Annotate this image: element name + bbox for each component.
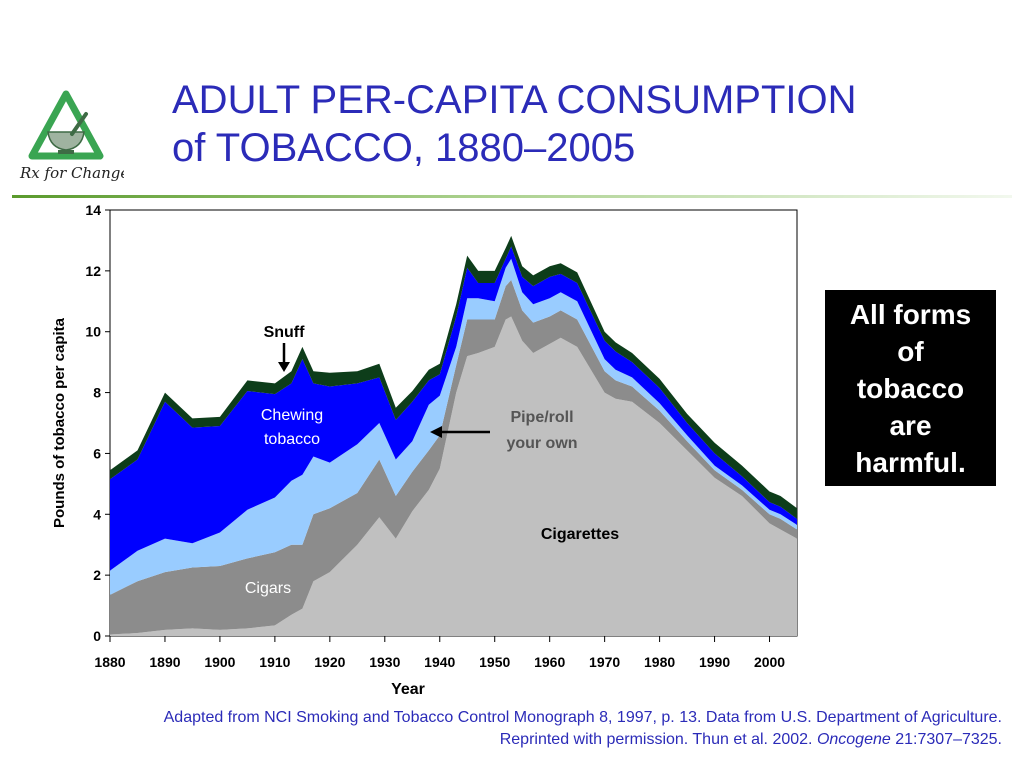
area-cigarettes	[110, 316, 797, 636]
x-tick-label: 1890	[149, 654, 180, 670]
rx-for-change-logo: Rx for Change	[14, 90, 129, 185]
x-tick-label: 1970	[589, 654, 620, 670]
x-tick-label: 1910	[259, 654, 290, 670]
source-pre: Reprinted with permission. Thun et al. 2…	[499, 731, 817, 748]
x-tick-label: 1900	[204, 654, 235, 670]
y-axis-label: Pounds of tobacco per capita	[51, 317, 68, 528]
y-tick-label: 12	[85, 263, 101, 279]
source-line-2: Reprinted with permission. Thun et al. 2…	[164, 729, 1002, 751]
annotation-pipe-line2: your own	[506, 435, 577, 452]
title-line-2: of TOBACCO, 1880–2005	[172, 126, 636, 170]
area-chewing-tobacco	[110, 246, 797, 571]
callout-line: of	[897, 336, 924, 367]
y-tick-label: 0	[93, 628, 101, 644]
callout-line: tobacco	[856, 373, 965, 404]
y-tick-label: 6	[93, 445, 101, 461]
callout-line: All forms	[849, 299, 972, 330]
snuff-arrow-head	[278, 362, 290, 372]
source-journal: Oncogene	[816, 731, 891, 748]
callout-box: All forms of tobacco are harmful.	[825, 290, 996, 486]
title-divider	[12, 195, 1012, 198]
x-tick-label: 1950	[479, 654, 510, 670]
x-tick-label: 1930	[369, 654, 400, 670]
x-axis: 1880 1890 1900 1910 1920 1930 1940 1950 1960 1970…	[94, 636, 785, 670]
x-axis-label: Year	[391, 681, 425, 698]
source-post: 21:7307–7325.	[890, 731, 1002, 748]
x-tick-label: 1880	[94, 654, 125, 670]
pipe-arrow-head	[430, 426, 442, 438]
slide-title: ADULT PER-CAPITA CONSUMPTION of TOBACCO,…	[172, 76, 857, 172]
annotation-cigars: Cigars	[245, 580, 291, 597]
callout-line: are	[889, 410, 932, 441]
stacked-area-chart: 0 2 4 6 8 10 12 14 1880 1890 1900 1910 1920 1930 1940…	[51, 202, 798, 698]
y-tick-label: 4	[93, 506, 101, 522]
annotation-snuff: Snuff	[264, 324, 306, 341]
annotation-chewing-line2: tobacco	[264, 431, 320, 448]
y-axis: 0 2 4 6 8 10 12 14	[85, 202, 110, 644]
y-tick-label: 10	[85, 324, 101, 340]
area-cigars	[110, 280, 797, 635]
area-pipe-roll-your-own	[110, 258, 797, 595]
source-line-1: Adapted from NCI Smoking and Tobacco Con…	[163, 709, 1002, 726]
source-citation: Adapted from NCI Smoking and Tobacco Con…	[164, 707, 1002, 751]
x-tick-label: 1940	[424, 654, 455, 670]
annotation-cigarettes: Cigarettes	[541, 526, 619, 543]
x-tick-label: 1960	[534, 654, 565, 670]
annotation-chewing-line1: Chewing	[261, 407, 323, 424]
area-layers	[110, 235, 797, 636]
y-tick-label: 2	[93, 567, 101, 583]
logo-text: Rx for Change	[19, 164, 124, 182]
x-tick-label: 1920	[314, 654, 345, 670]
x-tick-label: 1990	[699, 654, 730, 670]
x-tick-label: 1980	[644, 654, 675, 670]
title-line-1: ADULT PER-CAPITA CONSUMPTION	[172, 78, 857, 122]
y-tick-label: 8	[93, 385, 101, 401]
annotation-pipe-line1: Pipe/roll	[510, 409, 573, 426]
y-tick-label: 14	[85, 202, 101, 218]
x-tick-label: 2000	[754, 654, 785, 670]
callout-line: harmful.	[855, 447, 966, 478]
